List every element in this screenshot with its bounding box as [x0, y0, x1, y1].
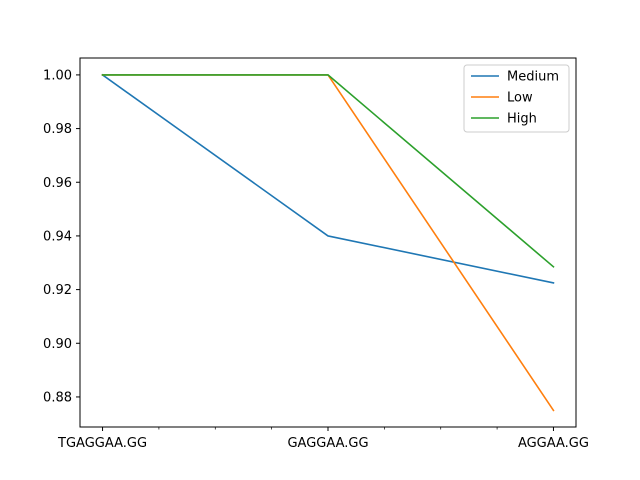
x-axis: TGAGGAA.GG GAGGAA.GG AGGAA.GG [57, 427, 589, 451]
series-line-medium [101, 73, 555, 284]
y-axis: 0.88 0.90 0.92 0.94 0.96 0.98 1.00 [43, 68, 80, 405]
y-tick-label: 0.92 [43, 283, 72, 298]
y-tick-label: 0.94 [43, 229, 72, 244]
series-layer [101, 73, 555, 412]
x-tick-label: TGAGGAA.GG [57, 436, 147, 451]
y-tick-label: 1.00 [43, 68, 72, 83]
legend-label-low: Low [507, 91, 533, 106]
legend-label-high: High [507, 112, 537, 127]
legend: Medium Low High [463, 64, 570, 133]
legend-label-medium: Medium [507, 70, 559, 85]
y-tick-label: 0.90 [43, 337, 72, 352]
series-line-high [101, 74, 555, 268]
y-tick-label: 0.96 [43, 176, 72, 191]
x-tick-label: AGGAA.GG [518, 436, 589, 451]
axes-frame [79, 57, 577, 428]
y-tick-label: 0.98 [43, 122, 72, 137]
legend-box [463, 64, 570, 133]
x-tick-label: GAGGAA.GG [287, 436, 368, 451]
y-tick-label: 0.88 [43, 390, 72, 405]
